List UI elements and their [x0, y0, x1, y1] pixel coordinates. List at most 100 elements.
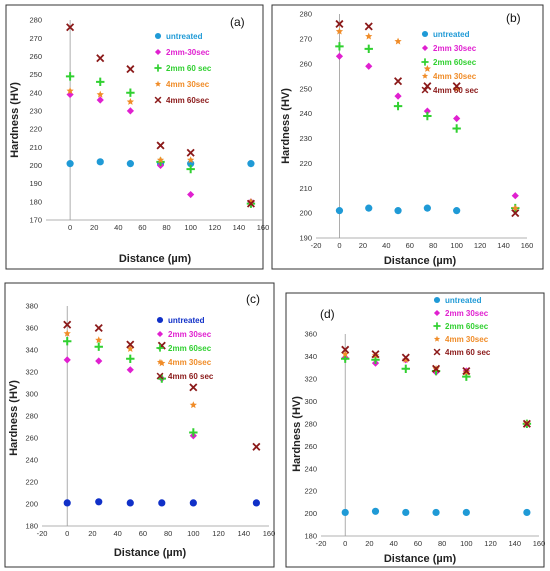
data-point [452, 124, 461, 133]
data-point [523, 508, 531, 517]
data-point [335, 52, 344, 60]
data-point [335, 19, 344, 28]
legend-entry: untreated [445, 296, 482, 305]
x-tick-label: -20 [37, 529, 48, 538]
data-point [423, 64, 431, 72]
data-point [335, 27, 344, 35]
data-point [247, 160, 255, 168]
data-point [511, 192, 519, 200]
y-tick-label: 260 [299, 59, 312, 68]
y-tick-label: 260 [25, 434, 38, 443]
data-point [394, 77, 403, 86]
legend-marker [421, 72, 429, 79]
legend: untreated 2mm 30sec 2mm 60sec 4mm 30sec 4mm … [421, 30, 479, 95]
y-axis-label: Hardness (HV) [280, 88, 292, 164]
y-tick-label: 240 [299, 109, 312, 118]
data-point [96, 77, 105, 87]
data-point [432, 364, 441, 373]
data-point [66, 160, 74, 168]
data-point [126, 345, 134, 352]
data-point [189, 401, 197, 409]
series-4 [63, 329, 197, 409]
legend-entry: 4mm 60 sec [433, 86, 479, 95]
data-point [247, 198, 255, 205]
data-point [252, 442, 261, 451]
data-point [423, 107, 431, 115]
y-tick-label: 240 [29, 88, 42, 97]
y-tick-label: 230 [29, 107, 42, 116]
data-point [126, 354, 135, 363]
x-tick-label: 60 [406, 241, 414, 250]
legend-entry: 2mm 30sec [168, 330, 212, 339]
data-point [453, 84, 461, 92]
legend-marker [154, 48, 162, 56]
x-tick-label: 0 [343, 539, 347, 548]
y-tick-label: 280 [304, 419, 317, 428]
series-5 [341, 345, 531, 428]
legend-entry: 2mm 60 sec [166, 64, 212, 73]
data-point [341, 345, 350, 354]
x-tick-label: 60 [414, 539, 422, 548]
y-tick-label: 360 [304, 330, 317, 339]
data-point [335, 207, 344, 215]
data-point [402, 356, 410, 363]
data-point [126, 65, 135, 74]
data-point [341, 508, 349, 517]
x-axis-label: Distance (µm) [384, 255, 457, 267]
legend-marker [154, 32, 162, 40]
y-tick-label: 250 [29, 70, 42, 79]
chart-panel-2: -20 0 20 40 60 80 100 120 140 160 190 200 210 220 230 2… [271, 4, 544, 270]
y-tick-label: 180 [304, 532, 317, 541]
data-point [94, 323, 103, 333]
legend-marker [156, 330, 164, 338]
y-tick-label: 200 [25, 500, 38, 509]
x-tick-label: 0 [68, 223, 72, 232]
x-tick-label: 60 [139, 529, 147, 538]
data-point [96, 90, 104, 98]
data-point [189, 499, 197, 507]
legend-entry: 2mm 60sec [445, 322, 489, 331]
series-2 [335, 52, 519, 200]
y-tick-label: 180 [29, 197, 42, 206]
x-axis-label: Distance (µm) [114, 547, 187, 559]
y-tick-label: 340 [25, 346, 38, 355]
data-point [126, 160, 134, 168]
series-5 [335, 19, 520, 218]
y-tick-label: 230 [299, 134, 312, 143]
x-tick-label: 20 [365, 539, 373, 548]
data-point [96, 54, 105, 63]
x-tick-label: 100 [187, 529, 200, 538]
data-point [126, 340, 135, 349]
legend: untreated 2mm-30sec 2mm 60 sec 4mm 30sec 4mm… [154, 32, 212, 105]
legend-entry: untreated [433, 30, 470, 39]
x-tick-label: 20 [359, 241, 367, 250]
data-point [96, 158, 104, 166]
x-tick-label: 40 [113, 529, 121, 538]
legend-entry: untreated [168, 316, 205, 325]
data-point [511, 209, 520, 218]
series-1 [341, 507, 531, 517]
data-point [522, 419, 531, 428]
data-point [95, 498, 103, 506]
data-point [453, 207, 461, 215]
data-point [365, 32, 373, 40]
y-tick-label: 190 [299, 234, 312, 243]
panel-label: (c) [246, 292, 260, 306]
chart-panel-4: -20 0 20 40 60 80 100 120 140 160 180 200 220 240 260 2… [285, 292, 545, 568]
legend-marker [421, 58, 429, 66]
y-axis-label: Hardness (HV) [291, 396, 303, 472]
panel-frame [5, 4, 264, 270]
series-4 [335, 27, 519, 212]
data-point [94, 342, 103, 351]
legend-marker [421, 30, 429, 38]
x-tick-label: 160 [263, 529, 276, 538]
data-point [335, 42, 344, 51]
legend-marker [156, 372, 164, 380]
y-tick-label: 180 [25, 522, 38, 531]
y-tick-label: 280 [299, 10, 312, 19]
data-point [462, 366, 471, 376]
y-tick-label: 300 [304, 397, 317, 406]
y-tick-label: 250 [299, 84, 312, 93]
data-point [187, 156, 195, 164]
x-tick-label: 140 [497, 241, 510, 250]
